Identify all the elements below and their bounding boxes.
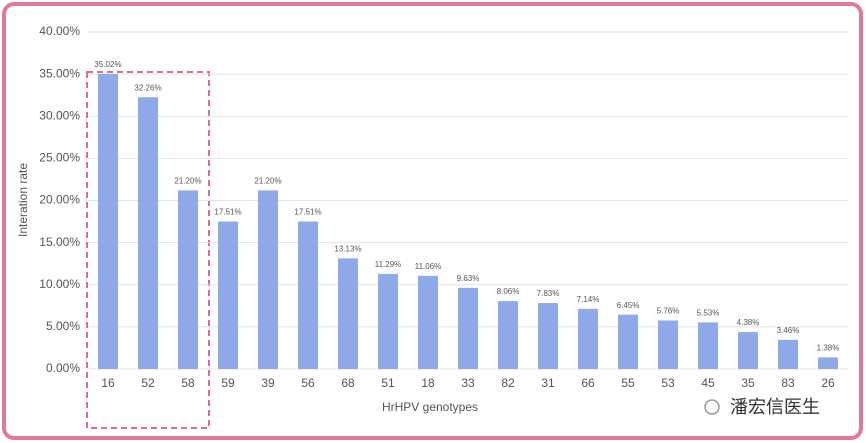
x-tick-label: 31 xyxy=(541,376,555,390)
value-label: 6.45% xyxy=(617,301,640,310)
bar xyxy=(178,190,198,369)
x-tick-label: 45 xyxy=(701,376,715,390)
bar xyxy=(818,357,838,369)
x-tick-label: 55 xyxy=(621,376,635,390)
value-label: 17.51% xyxy=(214,208,241,217)
x-tick-label: 52 xyxy=(141,376,155,390)
y-tick-label: 20.00% xyxy=(39,193,80,207)
value-label: 11.06% xyxy=(415,262,442,271)
value-label: 11.29% xyxy=(375,260,402,269)
bar xyxy=(538,303,558,369)
bar xyxy=(778,339,798,369)
bar xyxy=(378,273,398,369)
watermark: 潘宏信医生 xyxy=(730,397,820,417)
value-label: 8.06% xyxy=(497,287,520,296)
y-tick-label: 25.00% xyxy=(39,151,80,165)
value-label: 7.83% xyxy=(537,289,560,298)
value-label: 5.76% xyxy=(657,307,680,316)
y-tick-label: 5.00% xyxy=(46,319,80,333)
x-tick-label: 33 xyxy=(461,376,475,390)
value-label: 32.26% xyxy=(134,83,161,92)
x-tick-label: 18 xyxy=(421,376,435,390)
bar xyxy=(98,73,118,370)
y-tick-label: 30.00% xyxy=(39,108,80,122)
bar xyxy=(498,301,518,369)
x-tick-label: 82 xyxy=(501,376,515,390)
bar xyxy=(218,221,238,369)
y-tick-label: 35.00% xyxy=(39,66,80,80)
y-tick-label: 0.00% xyxy=(46,361,80,375)
value-label: 21.20% xyxy=(254,176,281,185)
bar xyxy=(298,221,318,369)
value-label: 13.13% xyxy=(334,244,361,253)
bar xyxy=(618,314,638,369)
y-tick-label: 10.00% xyxy=(39,277,80,291)
value-label: 5.53% xyxy=(697,309,720,318)
bar xyxy=(578,308,598,369)
bar xyxy=(138,97,158,369)
value-label: 21.20% xyxy=(174,176,201,185)
bar xyxy=(258,190,278,369)
x-axis-title: HrHPV genotypes xyxy=(382,400,478,414)
x-tick-label: 16 xyxy=(101,376,115,390)
bar xyxy=(658,320,678,369)
bar xyxy=(738,332,758,369)
x-tick-label: 53 xyxy=(661,376,675,390)
x-tick-label: 39 xyxy=(261,376,275,390)
x-tick-label: 35 xyxy=(741,376,755,390)
value-label: 17.51% xyxy=(294,208,321,217)
bar xyxy=(458,287,478,369)
highlight-box xyxy=(86,71,210,429)
x-tick-label: 26 xyxy=(821,376,835,390)
value-label: 3.46% xyxy=(777,326,800,335)
y-axis-title: Interation rate xyxy=(16,163,30,237)
x-tick-label: 58 xyxy=(181,376,195,390)
x-tick-label: 83 xyxy=(781,376,795,390)
bar xyxy=(338,258,358,369)
x-tick-label: 56 xyxy=(301,376,315,390)
value-label: 7.14% xyxy=(577,295,600,304)
x-tick-label: 66 xyxy=(581,376,595,390)
x-tick-label: 51 xyxy=(381,376,395,390)
y-tick-label: 15.00% xyxy=(39,235,80,249)
bar xyxy=(418,275,438,369)
bar xyxy=(698,322,718,369)
value-label: 9.63% xyxy=(457,274,480,283)
x-tick-label: 68 xyxy=(341,376,355,390)
y-tick-label: 40.00% xyxy=(39,24,80,38)
value-label: 1.38% xyxy=(817,343,840,352)
value-label: 4.38% xyxy=(737,318,760,327)
value-label: 35.02% xyxy=(94,60,121,69)
x-tick-label: 59 xyxy=(221,376,235,390)
wechat-icon xyxy=(704,399,720,415)
